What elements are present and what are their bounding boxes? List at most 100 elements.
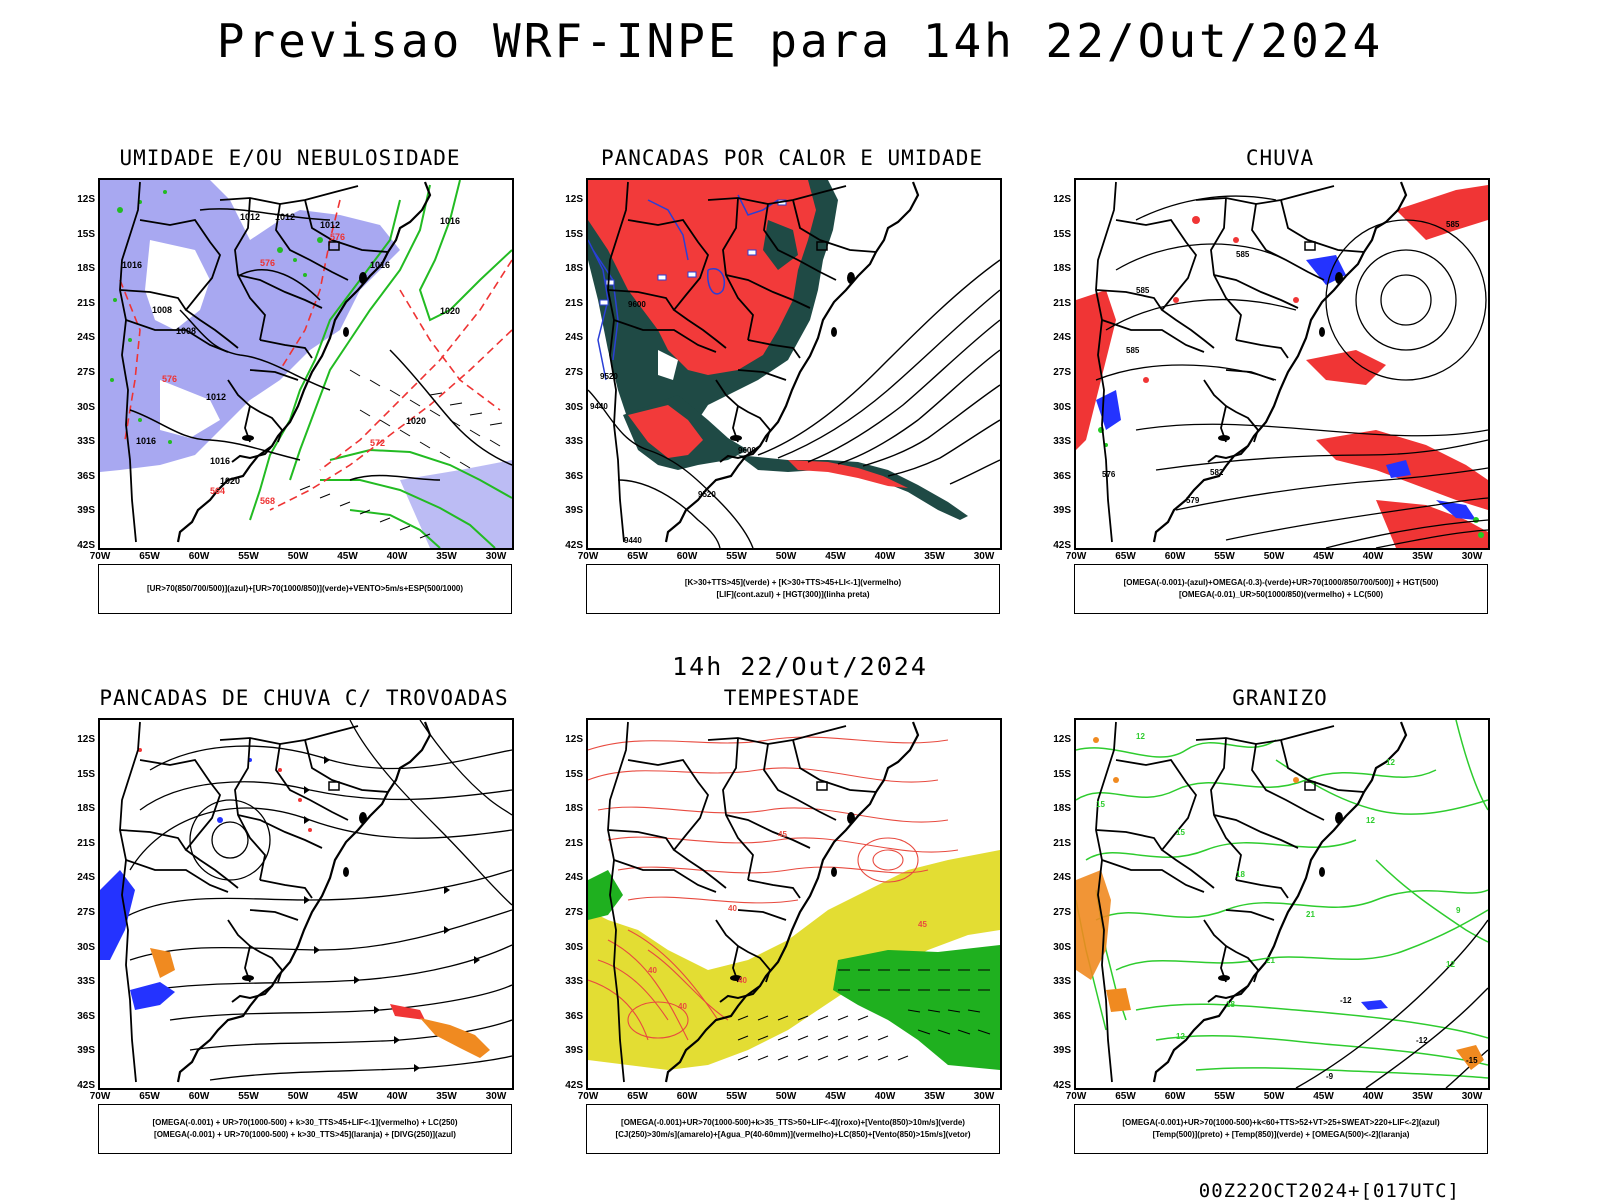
longitude-tick-label: 50W bbox=[775, 1091, 797, 1102]
latitude-tick-label: 15S bbox=[1053, 768, 1071, 780]
longitude-tick-label: 65W bbox=[139, 551, 160, 562]
longitude-tick-label: 45W bbox=[825, 551, 846, 562]
longitude-tick-label: 55W bbox=[1214, 551, 1235, 562]
latitude-tick-label: 39S bbox=[77, 505, 95, 517]
latitude-tick-label: 39S bbox=[565, 1045, 583, 1057]
contour-label: 582 bbox=[1210, 468, 1224, 477]
latitude-tick-label: 33S bbox=[77, 976, 95, 988]
latitude-tick-label: 39S bbox=[565, 505, 583, 517]
latitude-tick-label: 15S bbox=[1053, 228, 1071, 240]
contour-label: 1016 bbox=[136, 436, 157, 446]
map-chuva: 585 585 585 576 582 579 585 bbox=[1074, 178, 1490, 550]
contour-label: 576 bbox=[162, 374, 178, 384]
longitude-tick-label: 40W bbox=[386, 551, 408, 562]
longitude-tick-label: 45W bbox=[1313, 551, 1334, 562]
latitude-tick-label: 18S bbox=[1053, 803, 1071, 815]
latitude-tick-label: 42S bbox=[1053, 540, 1071, 551]
longitude-tick-label: 70W bbox=[577, 551, 599, 562]
latitude-tick-label: 27S bbox=[77, 367, 95, 378]
latitude-tick-label: 21S bbox=[565, 837, 583, 849]
legend-line: [OMEGA(-0.001)+UR>70(1000-500)+k>35_TTS>… bbox=[621, 1118, 965, 1127]
longitude-tick-label: 40W bbox=[874, 1091, 896, 1102]
longitude-tick-label: 35W bbox=[436, 551, 457, 562]
contour-label: 1008 bbox=[176, 326, 197, 336]
contour-label: 1012 bbox=[206, 392, 227, 402]
panel-tempestade: TEMPESTADE bbox=[552, 686, 1020, 1164]
longitude-tick-label: 35W bbox=[1412, 1091, 1433, 1102]
latitude-tick-label: 12S bbox=[77, 734, 95, 745]
longitude-tick-label: 30W bbox=[1461, 551, 1483, 562]
legend-line: [OMEGA(-0.001) + UR>70(1000-500) + k>30_… bbox=[152, 1118, 458, 1127]
longitude-tick-label: 40W bbox=[386, 1091, 408, 1102]
latitude-tick-label: 27S bbox=[1053, 367, 1071, 378]
legend-pancadas-trovoadas: [OMEGA(-0.001) + UR>70(1000-500) + k>30_… bbox=[98, 1104, 512, 1154]
latitude-tick-label: 24S bbox=[1053, 332, 1071, 344]
latitude-tick-label: 27S bbox=[565, 367, 583, 378]
latitude-tick-label: 24S bbox=[565, 332, 583, 344]
contour-label: 585 bbox=[1126, 346, 1140, 355]
latitude-tick-label: 27S bbox=[77, 907, 95, 918]
longitude-tick-label: 55W bbox=[238, 1091, 259, 1102]
contour-label: 9 bbox=[1456, 906, 1461, 915]
latitude-tick-label: 12S bbox=[77, 194, 95, 205]
legend-line: [OMEGA(-0.01)_UR>50(1000/850)(vermelho) … bbox=[1178, 590, 1384, 599]
contour-label: 40 bbox=[738, 976, 747, 985]
latitude-tick-label: 24S bbox=[77, 872, 95, 884]
contour-label: 1016 bbox=[440, 216, 461, 226]
legend-line: [OMEGA(-0.001)-(azul)+OMEGA(-0.3)-(verde… bbox=[1123, 578, 1439, 587]
contour-label: 12 bbox=[1446, 960, 1455, 969]
longitude-tick-label: 35W bbox=[436, 1091, 457, 1102]
legend-granizo: [OMEGA(-0.001)+UR>70(1000-500)+k<60+TTS>… bbox=[1074, 1104, 1488, 1154]
contour-label: 12 bbox=[1176, 1032, 1185, 1041]
latitude-tick-label: 42S bbox=[1053, 1080, 1071, 1091]
contour-label: 12 bbox=[1136, 732, 1145, 741]
longitude-tick-label: 40W bbox=[874, 551, 896, 562]
map-pancadas-calor: 9600 9600 9520 9440 9520 9440 bbox=[586, 178, 1002, 550]
main-title: Previsao WRF-INPE para 14h 22/Out/2024 bbox=[216, 14, 1384, 68]
contour-label: 9520 bbox=[600, 372, 618, 381]
panel-title: PANCADAS DE CHUVA C/ TROVOADAS bbox=[99, 686, 509, 710]
contour-label: 45 bbox=[918, 920, 927, 929]
latitude-tick-label: 30S bbox=[565, 401, 583, 413]
contour-label: 15 bbox=[1096, 800, 1105, 809]
latitude-tick-label: 15S bbox=[565, 768, 583, 780]
latitude-tick-label: 18S bbox=[77, 803, 95, 815]
latitude-tick-label: 33S bbox=[1053, 976, 1071, 988]
panel-title: UMIDADE E/OU NEBULOSIDADE bbox=[119, 146, 461, 170]
contour-label: 18 bbox=[1236, 870, 1245, 879]
contour-label: 45 bbox=[778, 830, 787, 839]
longitude-tick-label: 30W bbox=[485, 551, 507, 562]
contour-label: 564 bbox=[210, 486, 226, 496]
longitude-tick-label: 65W bbox=[627, 1091, 648, 1102]
contour-label: 12 bbox=[1386, 758, 1395, 767]
longitude-tick-label: 45W bbox=[337, 551, 358, 562]
longitude-tick-label: 60W bbox=[1164, 551, 1186, 562]
forecast-time-label: 14h 22/Out/2024 bbox=[672, 652, 928, 681]
map-tempestade: 40 40 45 45 40 40 bbox=[586, 718, 1002, 1090]
contour-label: 576 bbox=[260, 258, 276, 268]
longitude-tick-label: 65W bbox=[1115, 1091, 1136, 1102]
longitude-tick-label: 60W bbox=[1164, 1091, 1186, 1102]
longitude-tick-label: 65W bbox=[627, 551, 648, 562]
latitude-tick-label: 27S bbox=[1053, 907, 1071, 918]
latitude-tick-label: 27S bbox=[565, 907, 583, 918]
longitude-tick-label: 45W bbox=[337, 1091, 358, 1102]
latitude-tick-label: 30S bbox=[1053, 941, 1071, 953]
contour-label: 9520 bbox=[698, 490, 716, 499]
latitude-tick-label: 36S bbox=[77, 1010, 95, 1022]
contour-label: 9600 bbox=[738, 446, 756, 455]
longitude-tick-label: 30W bbox=[973, 1091, 995, 1102]
contour-label: 585 bbox=[1446, 220, 1460, 229]
longitude-tick-label: 35W bbox=[924, 1091, 945, 1102]
contour-label: 1016 bbox=[210, 456, 231, 466]
latitude-tick-label: 21S bbox=[565, 297, 583, 309]
legend-line: [Temp(500)](preto) + [Temp(850)](verde) … bbox=[1152, 1130, 1410, 1139]
latitude-tick-label: 12S bbox=[1053, 734, 1071, 745]
latitude-tick-label: 24S bbox=[77, 332, 95, 344]
latitude-tick-label: 24S bbox=[1053, 872, 1071, 884]
longitude-tick-label: 45W bbox=[1313, 1091, 1334, 1102]
run-timestamp: 00Z22OCT2024+[017UTC] bbox=[1198, 1180, 1460, 1202]
contour-label: 579 bbox=[1186, 496, 1200, 505]
panel-pancadas-calor: PANCADAS POR CALOR E UMIDADE bbox=[552, 146, 1020, 624]
contour-label: 572 bbox=[370, 438, 386, 448]
